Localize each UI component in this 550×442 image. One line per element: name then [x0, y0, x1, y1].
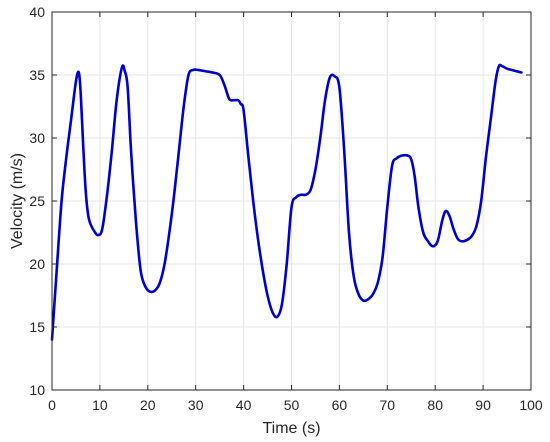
y-tick-label: 15: [29, 319, 45, 335]
y-tick-label: 35: [29, 67, 45, 83]
series-layer: [50, 63, 523, 341]
x-tick-label: 30: [188, 397, 204, 413]
y-axis-label: Velocity (m/s): [9, 153, 26, 249]
x-tick-label: 50: [284, 397, 300, 413]
y-tick-label: 10: [29, 382, 45, 398]
y-tick-label: 40: [29, 4, 45, 20]
x-tick-label: 90: [475, 397, 491, 413]
velocity-series-line: [50, 63, 523, 341]
x-tick-label: 10: [92, 397, 108, 413]
x-tick-label: 60: [332, 397, 348, 413]
ticks: [51, 11, 532, 391]
y-tick-label: 20: [29, 256, 45, 272]
y-tick-label: 25: [29, 193, 45, 209]
x-tick-label: 80: [427, 397, 443, 413]
y-tick-label: 30: [29, 130, 45, 146]
x-tick-label: 20: [140, 397, 156, 413]
x-tick-label: 70: [380, 397, 396, 413]
x-tick-label: 100: [519, 397, 543, 413]
x-axis-label: Time (s): [262, 420, 320, 437]
x-tick-label: 0: [48, 397, 56, 413]
x-tick-label: 40: [236, 397, 252, 413]
